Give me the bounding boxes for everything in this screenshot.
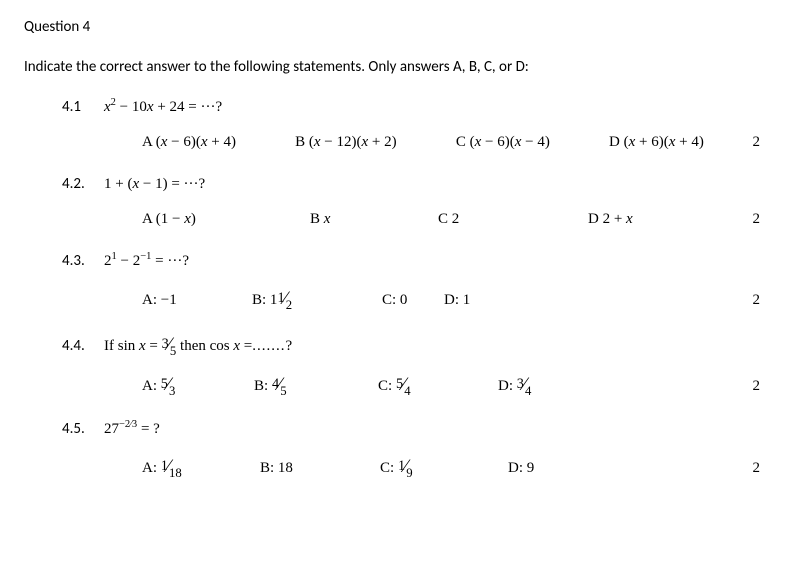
option: C: 5⁄4	[378, 374, 498, 396]
option: A: −1	[142, 292, 252, 309]
option: D 2 + x	[588, 211, 678, 228]
options-row: A: 1⁄18B: 18C: 1⁄9D: 9 2	[142, 456, 772, 478]
subq-number: 4.3.	[62, 252, 104, 270]
subq-equation: 21 − 2−1 = ···?	[104, 253, 189, 270]
sub-question: 4.5.27−2⁄3 = ? A: 1⁄18B: 18C: 1⁄9D: 9 2	[62, 420, 772, 478]
option: D: 3⁄4	[498, 374, 578, 396]
subq-number: 4.1	[62, 98, 104, 116]
instruction-text: Indicate the correct answer to the follo…	[24, 58, 772, 76]
option: D: 1	[444, 292, 504, 309]
sub-question: 4.4.If sin x = 3⁄5 then cos x =.......? A…	[62, 334, 772, 396]
sub-question: 4.3.21 − 2−1 = ···? A: −1B: 11⁄2C: 0D: 1 2	[62, 252, 772, 310]
option: B x	[310, 211, 438, 228]
subq-number: 4.5.	[62, 420, 104, 438]
subq-equation: 1 + (x − 1) = ···?	[104, 176, 205, 193]
options-row: A (x − 6)(x + 4)B (x − 12)(x + 2)C (x − …	[142, 134, 772, 151]
marks-value: 2	[753, 378, 773, 395]
subq-equation: If sin x = 3⁄5 then cos x =.......?	[104, 334, 292, 356]
subq-equation: x2 − 10x + 24 = ···?	[104, 99, 222, 116]
marks-value: 2	[753, 292, 773, 309]
sub-question: 4.2.1 + (x − 1) = ···? A (1 − x)B xC 2D 2…	[62, 175, 772, 228]
option: B (x − 12)(x + 2)	[295, 134, 456, 151]
marks-value: 2	[753, 460, 773, 477]
option: C: 0	[382, 292, 444, 309]
option: A (1 − x)	[142, 211, 310, 228]
marks-value: 2	[753, 134, 773, 151]
option: A: 1⁄18	[142, 456, 260, 478]
options-row: A: 5⁄3B: 4⁄5C: 5⁄4D: 3⁄4 2	[142, 374, 772, 396]
questions-list: 4.1x2 − 10x + 24 = ···?A (x − 6)(x + 4)B…	[24, 98, 772, 478]
option: B: 11⁄2	[252, 288, 382, 310]
option: A (x − 6)(x + 4)	[142, 134, 295, 151]
option: B: 18	[260, 460, 380, 477]
option: D (x + 6)(x + 4)	[609, 134, 753, 151]
option: A: 5⁄3	[142, 374, 254, 396]
sub-question: 4.1x2 − 10x + 24 = ···? A (x − 6)(x + 4)B…	[62, 98, 772, 151]
option: D: 9	[508, 460, 578, 477]
options-row: A: −1B: 11⁄2C: 0D: 1 2	[142, 288, 772, 310]
options-row: A (1 − x)B xC 2D 2 + x 2	[142, 211, 772, 228]
option: C 2	[438, 211, 588, 228]
subq-number: 4.4.	[62, 337, 104, 355]
option: C: 1⁄9	[380, 456, 508, 478]
subq-number: 4.2.	[62, 175, 104, 193]
question-title: Question 4	[24, 18, 772, 36]
option: C (x − 6)(x − 4)	[456, 134, 609, 151]
option: B: 4⁄5	[254, 374, 378, 396]
marks-value: 2	[753, 211, 773, 228]
subq-equation: 27−2⁄3 = ?	[104, 421, 160, 438]
